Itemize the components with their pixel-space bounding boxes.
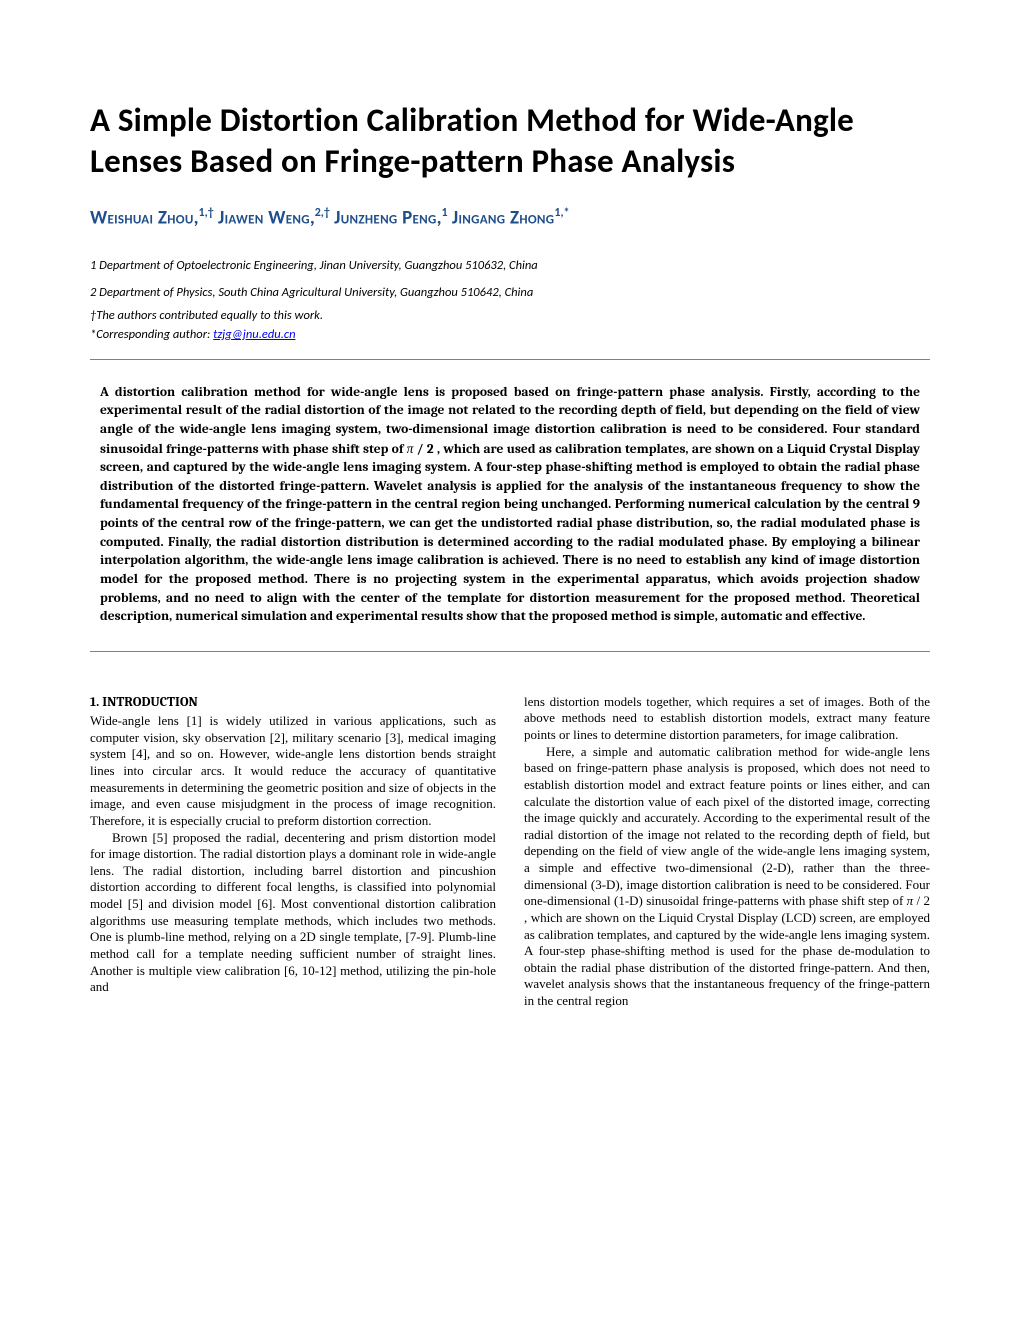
author-note-corresponding: *Corresponding author: tzjg@jnu.edu.cn — [90, 326, 930, 345]
divider-bottom — [90, 651, 930, 652]
divider-top — [90, 359, 930, 360]
section-1-para-4: Here, a simple and automatic calibration… — [524, 744, 930, 1010]
affiliation-2: 2 Department of Physics, South China Agr… — [90, 280, 930, 303]
author-line: Weishuai Zhou,1,† Jiawen Weng,2,† Junzhe… — [90, 205, 930, 232]
section-1-para-2: Brown [5] proposed the radial, decenteri… — [90, 830, 496, 996]
section-1-para-3: lens distortion models together, which r… — [524, 694, 930, 744]
abstract-text: A distortion calibration method for wide… — [90, 384, 930, 627]
body-columns: 1. INTRODUCTION Wide-angle lens [1] is w… — [90, 694, 930, 1010]
section-1-heading: 1. INTRODUCTION — [90, 694, 496, 711]
author-note-contrib: †The authors contributed equally to this… — [90, 307, 930, 326]
affiliation-1: 1 Department of Optoelectronic Engineeri… — [90, 253, 930, 276]
corresponding-email-link[interactable]: tzjg@jnu.edu.cn — [213, 327, 295, 342]
paper-title: A Simple Distortion Calibration Method f… — [90, 100, 930, 183]
section-1-para-1: Wide-angle lens [1] is widely utilized i… — [90, 713, 496, 829]
